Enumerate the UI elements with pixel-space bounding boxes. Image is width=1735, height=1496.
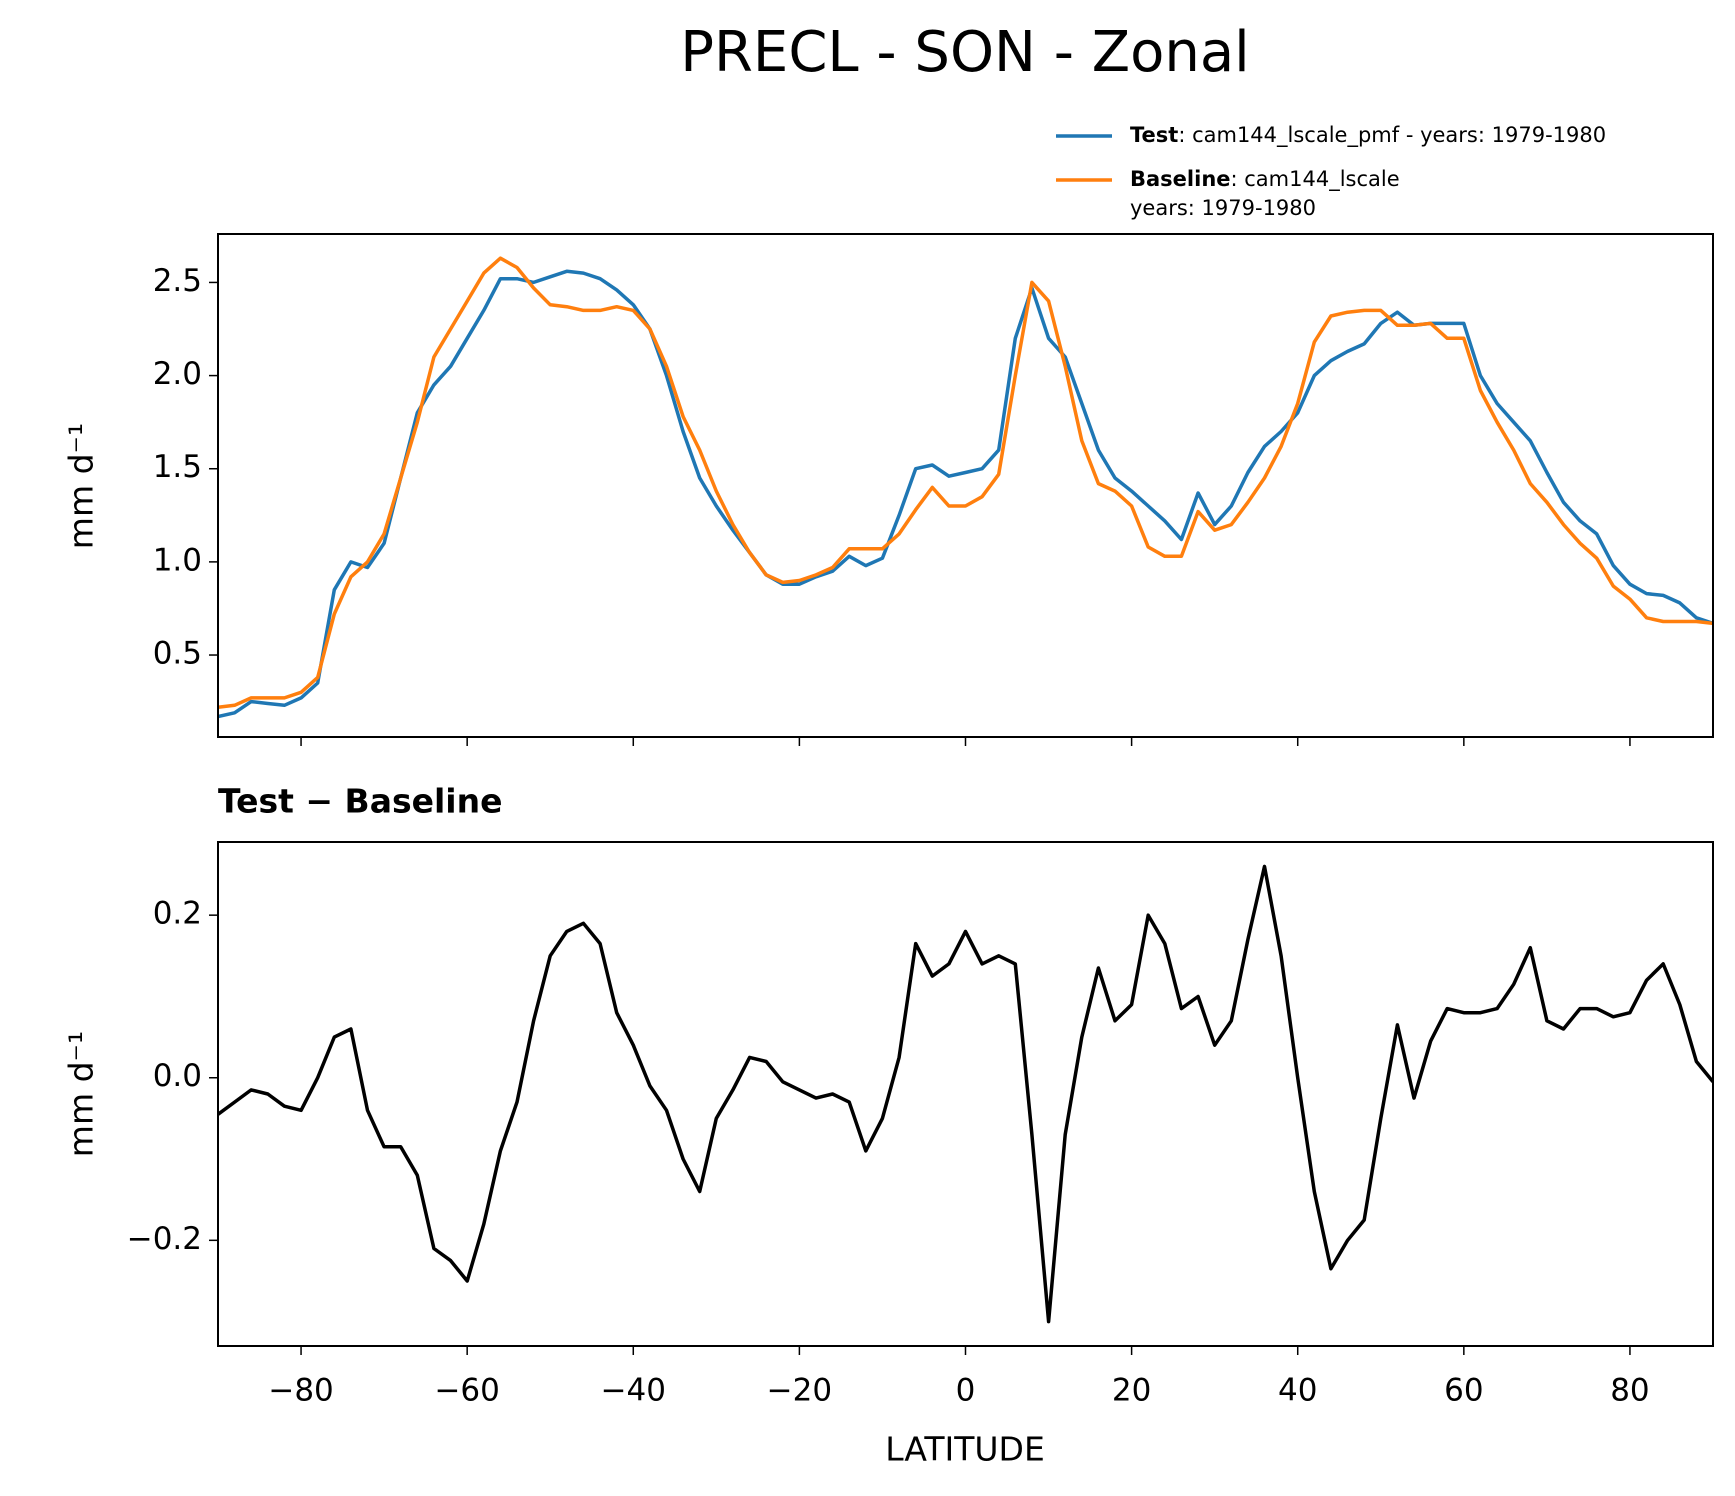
y-axis-label: mm d⁻¹ [62,1031,101,1157]
x-axis-label: LATITUDE [885,1430,1045,1469]
x-tick-label: −40 [601,1373,666,1409]
subplot-title: Test − Baseline [218,782,503,821]
x-tick-label: −20 [767,1373,832,1409]
x-tick-label: −60 [434,1373,499,1409]
legend-name: Baseline [1130,167,1231,191]
x-tick-label: −80 [268,1373,333,1409]
y-tick-label: 1.0 [153,542,202,578]
legend-description: years: 1979-1980 [1130,196,1316,220]
y-tick-label: 2.0 [153,356,202,392]
line [218,864,1713,1324]
legend-entry: Test: cam144_lscale_pmf - years: 1979-19… [1130,123,1606,148]
x-tick-label: 60 [1444,1373,1483,1409]
y-tick-label: 2.5 [153,263,202,299]
x-tick-label: 0 [956,1373,976,1409]
axes-frame [217,233,1714,738]
legend-description: : cam144_lscale_pmf - years: 1979-1980 [1178,123,1606,148]
line [218,269,1713,719]
y-tick-label: 1.5 [153,449,202,485]
figure-title: PRECL - SON - Zonal [680,20,1250,85]
x-tick-label: 40 [1278,1373,1317,1409]
axes-frame [217,841,1714,1347]
line [218,256,1713,709]
y-tick-label: −0.2 [127,1221,202,1257]
legend-description: : cam144_lscale [1231,167,1400,192]
x-tick-label: 80 [1610,1373,1649,1409]
x-tick-label: 20 [1112,1373,1151,1409]
y-tick-label: 0.2 [153,896,202,932]
y-axis-label: mm d⁻¹ [62,423,101,549]
y-tick-label: 0.5 [153,636,202,672]
y-tick-label: 0.0 [153,1058,202,1094]
legend-name: Test [1130,123,1178,147]
legend-entry: Baseline: cam144_lscale [1130,167,1400,192]
